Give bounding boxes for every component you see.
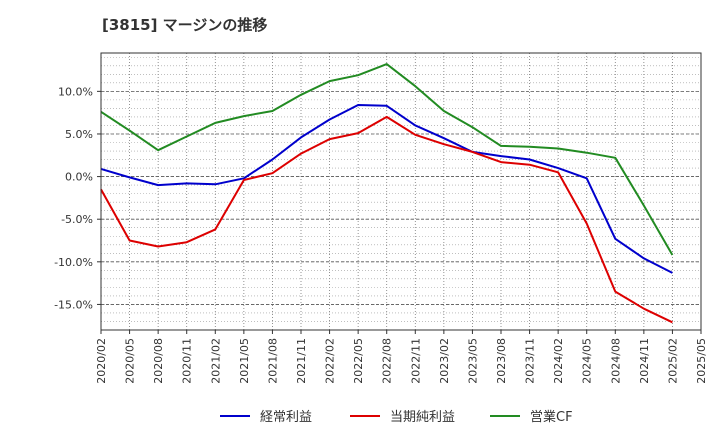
x-tick-label: 2025/02 xyxy=(666,338,679,384)
x-tick-label: 2023/11 xyxy=(524,338,537,384)
x-tick-label: 2020/02 xyxy=(95,338,108,384)
y-tick-label: -10.0% xyxy=(54,256,93,269)
chart-title: [3815] マージンの推移 xyxy=(102,16,268,34)
x-tick-label: 2025/05 xyxy=(695,338,708,384)
x-tick-label: 2023/08 xyxy=(495,338,508,384)
legend-label: 当期純利益 xyxy=(390,410,455,425)
series-line-2 xyxy=(100,115,673,324)
legend-label: 営業CF xyxy=(530,409,573,425)
plot-frame xyxy=(100,52,702,331)
x-tick-label: 2023/02 xyxy=(438,338,451,384)
x-tick-label: 2023/05 xyxy=(466,338,479,384)
y-tick-label: -5.0% xyxy=(61,213,93,226)
axes: 10.0% 5.0% 0.0% -5.0% -10.0% -15.0% 2020/02 202… xyxy=(54,52,708,384)
plot-area xyxy=(101,53,701,330)
x-tick-label: 2021/02 xyxy=(209,338,222,384)
legend-label: 経常利益 xyxy=(260,410,312,425)
x-tick-label: 2022/05 xyxy=(352,338,365,384)
y-tick-label: 0.0% xyxy=(65,171,93,184)
y-tick-label: -15.0% xyxy=(54,298,93,311)
y-tick-label: 10.0% xyxy=(58,85,93,98)
y-tick-label: 5.0% xyxy=(65,128,93,141)
x-tick-label: 2022/02 xyxy=(324,338,337,384)
series-line-3 xyxy=(100,63,674,256)
x-tick-label: 2024/08 xyxy=(609,338,622,384)
x-tick-label: 2021/05 xyxy=(238,338,251,384)
x-tick-label: 2024/11 xyxy=(638,338,651,384)
x-tick-label: 2020/05 xyxy=(124,338,137,384)
x-tick-label: 2022/11 xyxy=(409,338,422,384)
x-tick-label: 2021/11 xyxy=(295,338,308,384)
grid xyxy=(100,53,702,331)
series-lines xyxy=(100,63,674,324)
x-tick-label: 2021/08 xyxy=(266,338,279,384)
series-line-1 xyxy=(100,104,673,274)
legend: 経常利益 当期純利益 営業CF xyxy=(220,409,573,425)
x-tick-label: 2024/02 xyxy=(552,338,565,384)
x-tick-label: 2024/05 xyxy=(581,338,594,384)
x-tick-label: 2020/11 xyxy=(181,338,194,384)
x-tick-label: 2020/08 xyxy=(152,338,165,384)
x-tick-label: 2022/08 xyxy=(381,338,394,384)
